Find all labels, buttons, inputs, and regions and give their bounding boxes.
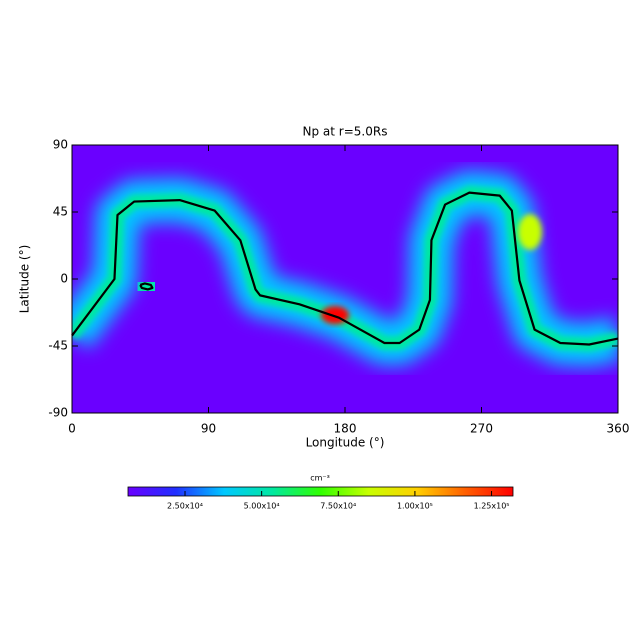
field-peak (518, 214, 542, 250)
y-tick-label: -45 (48, 339, 68, 353)
colorbar-tick-label: 1.00x10⁵ (397, 502, 433, 511)
x-tick-label: 270 (470, 422, 493, 436)
contour-line (71, 191, 619, 346)
x-tick-label: 0 (68, 422, 76, 436)
y-tick-label: 45 (53, 205, 68, 219)
x-tick-label: 180 (334, 422, 357, 436)
colorbar-label: cm⁻³ (310, 474, 330, 483)
y-tick-label: -90 (48, 406, 68, 420)
chart-title: Np at r=5.0Rs (303, 125, 388, 139)
x-tick-label: 90 (201, 422, 216, 436)
y-tick-label: 90 (53, 138, 68, 152)
x-tick-label: 360 (607, 422, 630, 436)
y-tick-label: 0 (60, 272, 68, 286)
colorbar-tick-label: 2.50x10⁴ (167, 502, 203, 511)
colorbar-tick-label: 5.00x10⁴ (244, 502, 280, 511)
y-axis-label: Latitude (°) (18, 245, 32, 314)
x-axis-label: Longitude (°) (306, 436, 385, 450)
contour-line (139, 282, 154, 291)
colorbar-tick-label: 1.25x10⁵ (474, 502, 510, 511)
colorbar-tick-label: 7.50x10⁴ (320, 502, 356, 511)
colorbar (127, 486, 514, 497)
